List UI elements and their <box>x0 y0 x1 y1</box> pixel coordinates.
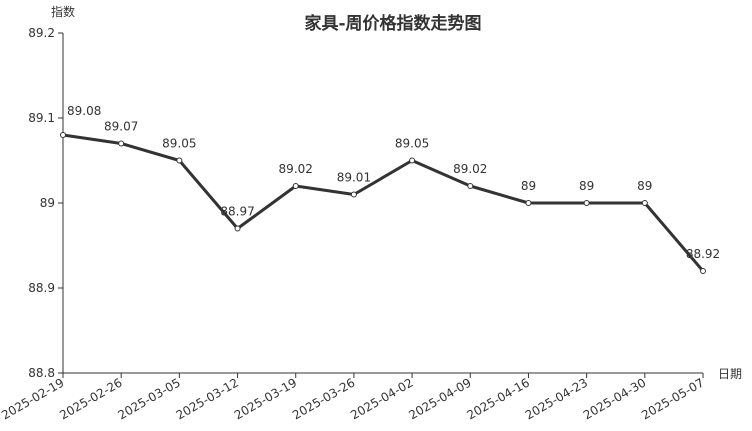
x-ticks: 2025-02-192025-02-262025-03-052025-03-12… <box>0 373 707 422</box>
x-tick-label: 2025-03-05 <box>115 375 182 422</box>
chart-title: 家具-周价格指数走势图 <box>304 13 481 34</box>
x-tick-label: 2025-03-26 <box>290 375 357 422</box>
data-point <box>525 200 532 206</box>
data-point <box>409 157 416 164</box>
data-point <box>60 132 66 138</box>
x-tick-label: 2025-03-19 <box>232 375 299 422</box>
x-axis-label: 日期 <box>718 367 742 381</box>
data-points <box>60 132 706 274</box>
x-tick-label: 2025-02-19 <box>0 375 67 422</box>
data-point <box>700 268 706 274</box>
x-tick-label: 2025-03-12 <box>174 375 241 422</box>
x-tick-label: 2025-05-07 <box>639 375 706 422</box>
y-tick-label: 89.2 <box>28 26 55 40</box>
y-axis-label: 指数 <box>51 4 75 19</box>
data-label: 89.05 <box>395 137 429 151</box>
y-ticks: 88.8 88.9 89 89.1 89.2 <box>28 26 63 380</box>
data-point <box>350 191 357 198</box>
x-tick-label: 2025-04-09 <box>406 375 473 422</box>
data-point <box>176 157 183 164</box>
y-tick-label: 88.9 <box>28 281 55 295</box>
x-tick-label: 2025-04-16 <box>465 375 532 422</box>
data-label: 89.05 <box>162 137 196 151</box>
y-tick-label: 89 <box>40 196 55 210</box>
data-point <box>234 225 241 232</box>
x-tick-label: 2025-02-26 <box>57 375 124 422</box>
data-label: 89 <box>637 179 652 193</box>
data-label: 89 <box>521 179 536 193</box>
data-label: 89.01 <box>337 171 371 185</box>
y-tick-label: 89.1 <box>28 111 55 125</box>
data-point <box>583 200 590 206</box>
data-point <box>467 183 474 189</box>
x-tick-label: 2025-04-02 <box>348 375 415 422</box>
data-label: 89.08 <box>67 104 101 118</box>
data-point <box>118 140 125 147</box>
data-label: 89.07 <box>104 120 138 134</box>
x-tick-label: 2025-04-23 <box>523 375 590 422</box>
x-tick-label: 2025-04-30 <box>581 375 648 422</box>
data-label: 89.02 <box>453 162 487 176</box>
data-label: 88.92 <box>686 247 720 261</box>
data-label: 89 <box>579 179 594 193</box>
data-point <box>292 183 299 189</box>
data-label: 89.02 <box>279 162 313 176</box>
data-label: 88.97 <box>220 205 254 219</box>
data-point <box>641 200 648 206</box>
series-line <box>62 133 705 272</box>
y-tick-label: 88.8 <box>28 366 55 380</box>
